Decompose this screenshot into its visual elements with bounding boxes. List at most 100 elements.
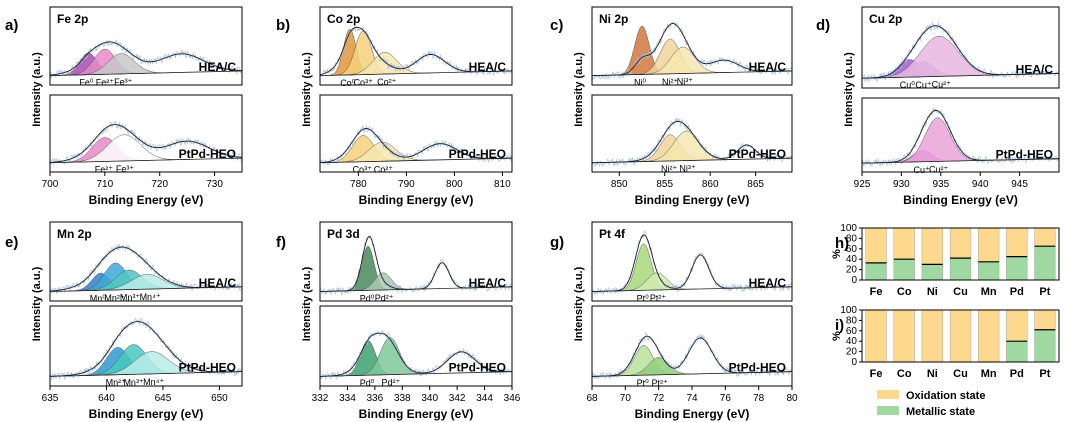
x-tick-label: 710 — [97, 179, 114, 190]
raw-data-line — [49, 39, 243, 79]
y-tick-label: 60 — [846, 326, 858, 337]
x-axis-label: Binding Energy (eV) — [359, 407, 474, 421]
plot-frame — [319, 305, 513, 387]
category-label: Cu — [953, 368, 968, 380]
x-axis-label: Binding Energy (eV) — [359, 193, 474, 207]
peak-label: Fe³⁺ — [116, 164, 135, 174]
sample-label: PtPd-HEO — [179, 361, 236, 375]
x-tick-label: 860 — [702, 179, 719, 190]
sample-label: HEA/C — [749, 60, 787, 74]
x-axis-label: Binding Energy (eV) — [89, 193, 204, 207]
category-label: Co — [897, 368, 912, 380]
bar-metallic-Pd — [1006, 256, 1028, 281]
panel-label: h) — [835, 235, 849, 252]
x-tick-label: 700 — [42, 179, 59, 190]
bar-metallic-Mn — [978, 261, 1000, 281]
fit-envelope-line — [50, 321, 242, 377]
legend-label-oxidation: Oxidation state — [906, 390, 985, 402]
x-tick-label: 645 — [155, 393, 172, 404]
x-axis-label: Binding Energy (eV) — [635, 407, 750, 421]
peak-label: Mn³⁺ — [120, 293, 140, 303]
element-title: Mn 2p — [57, 227, 92, 241]
bar-metallic-Fe — [865, 262, 887, 281]
y-tick-label: 0 — [851, 357, 857, 368]
panel-label: a) — [5, 17, 18, 34]
background-line — [319, 70, 513, 77]
legend-swatch-oxidation — [877, 390, 899, 399]
sample-label: PtPd-HEO — [449, 361, 506, 375]
sample-plot-1: PtPd-HEO Mn²⁺Mn³⁺ Mn⁴⁺ — [49, 305, 243, 388]
x-tick-label: 342 — [449, 393, 466, 404]
peak-label: Co³⁺ — [353, 165, 373, 175]
x-tick-label: 640 — [98, 393, 115, 404]
x-axis-label: Binding Energy (eV) — [635, 193, 750, 207]
element-title: Cu 2p — [869, 12, 902, 26]
y-tick-label: 80 — [846, 233, 858, 244]
background-line — [861, 73, 1060, 79]
x-axis-label: Binding Energy (eV) — [903, 193, 1018, 207]
raw-data-line — [49, 243, 243, 295]
background-line — [591, 286, 793, 292]
sample-plot-1: PtPd-HEO Cu⁺ Cu²⁺ — [861, 97, 1060, 175]
peak-label: Cu²⁺ — [929, 164, 949, 174]
bar-oxidation-Mn — [978, 309, 1000, 363]
bar-oxidation-Fe — [865, 227, 887, 264]
peak-label: Pd²⁺ — [382, 378, 401, 388]
sample-label: HEA/C — [749, 276, 787, 290]
x-tick-label: 730 — [206, 179, 223, 190]
peak-label: Ni⁰ — [634, 77, 646, 87]
x-tick-label: 336 — [367, 393, 384, 404]
bar-oxidation-Co — [893, 309, 915, 363]
x-tick-label: 945 — [1011, 179, 1028, 190]
peak-label: Ni²⁺ — [661, 164, 677, 174]
sample-plot-1: PtPd-HEO Pd⁰ Pd²⁺ — [319, 305, 513, 388]
x-tick-label: 635 — [42, 393, 59, 404]
chart-legend: Oxidation state Metallic state — [877, 390, 985, 418]
background-line — [319, 157, 513, 164]
y-tick-label: 40 — [846, 336, 858, 347]
category-label: Ni — [927, 286, 938, 298]
plot-frame — [591, 6, 793, 86]
peak-label: Mn⁰ — [90, 293, 107, 303]
peak-label: Co²⁺ — [374, 164, 394, 174]
x-tick-label: 925 — [854, 179, 871, 190]
x-tick-label: 344 — [476, 393, 493, 404]
element-title: Pd 3d — [327, 227, 360, 241]
peak-label: Pd²⁺ — [375, 293, 394, 303]
sample-label: PtPd-HEO — [179, 147, 236, 161]
peak-label: Pt²⁺ — [650, 293, 667, 303]
y-tick-label: 100 — [840, 305, 857, 316]
plot-frame — [861, 97, 1060, 173]
x-tick-label: 790 — [398, 179, 415, 190]
x-tick-label: 865 — [747, 179, 764, 190]
peak-label: Ni²⁺ — [662, 77, 678, 87]
panel-label: e) — [5, 234, 18, 251]
peak-label: Mn²⁺ — [106, 378, 126, 388]
peak-label: Pt⁰ — [637, 293, 650, 303]
panel-label: f) — [276, 234, 286, 251]
category-label: Pd — [1010, 368, 1024, 380]
background-line — [49, 371, 243, 377]
x-tick-label: 855 — [656, 179, 673, 190]
background-line — [49, 70, 243, 77]
bar-metallic-Cu — [949, 257, 972, 281]
bar-metallic-Pt — [1034, 245, 1056, 281]
x-tick-label: 940 — [972, 179, 989, 190]
x-tick-label: 850 — [611, 179, 628, 190]
category-label: Mn — [981, 286, 997, 298]
peak-label: Mn³⁺ — [123, 377, 143, 387]
x-tick-label: 930 — [893, 179, 910, 190]
fit-envelope-line — [319, 128, 513, 164]
peak-label: Pt⁰ — [637, 378, 650, 388]
peak-label: Cu⁰ — [900, 80, 916, 90]
x-tick-label: 800 — [446, 179, 463, 190]
bar-metallic-Pt — [1034, 329, 1056, 363]
y-axis-label: % — [831, 249, 843, 259]
plot-frame — [319, 221, 513, 302]
y-tick-label: 20 — [846, 265, 858, 276]
category-label: Fe — [870, 286, 883, 298]
